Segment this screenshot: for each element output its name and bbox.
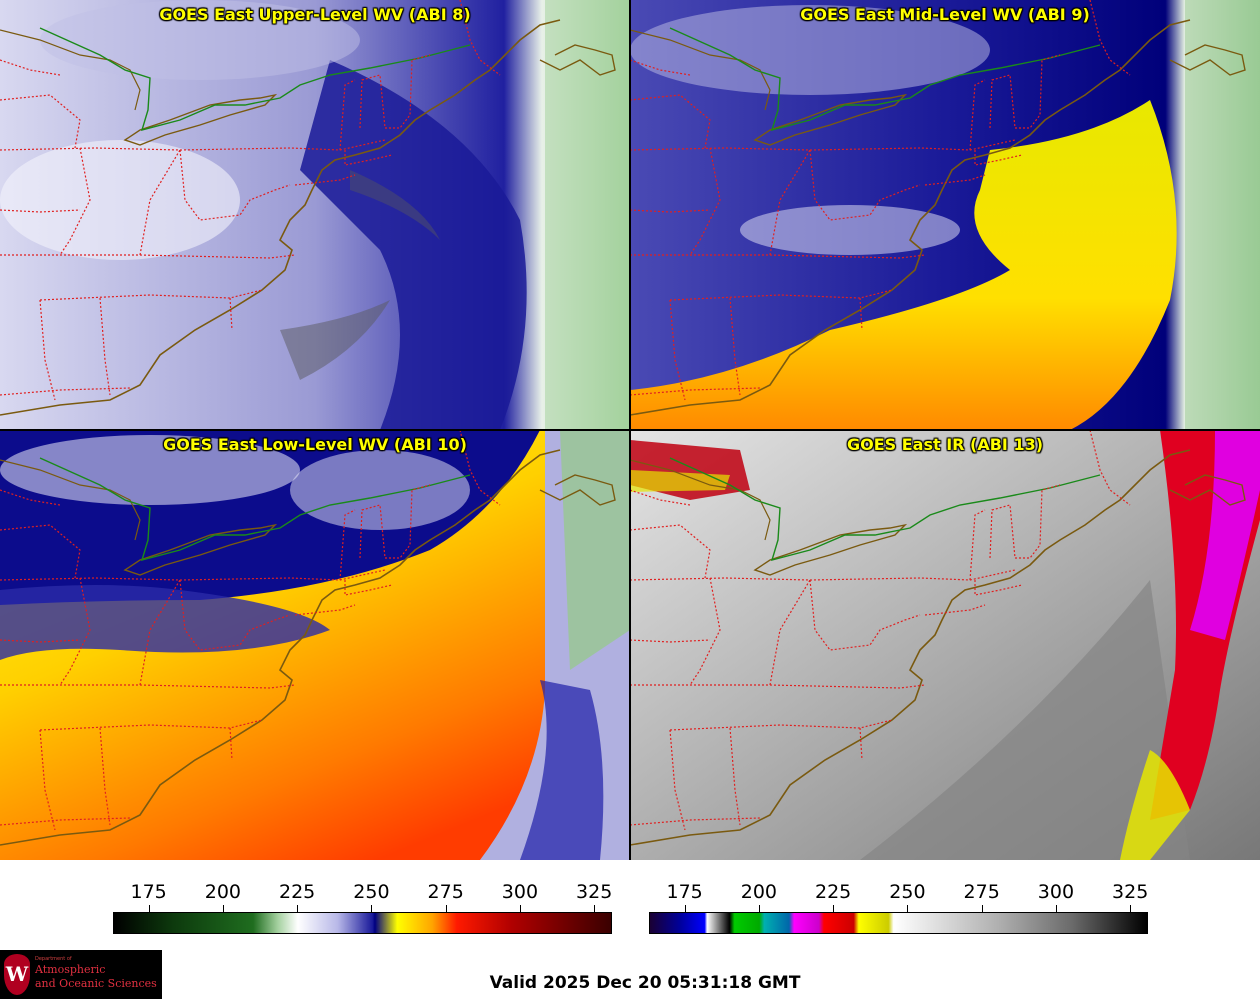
valid-time: Valid 2025 Dec 20 05:31:18 GMT — [489, 973, 801, 993]
panel-abi9: GOES East Mid-Level WV (ABI 9) — [630, 0, 1260, 430]
logo-line-2: and Oceanic Sciences — [35, 977, 157, 990]
logo-line-1: Atmospheric — [35, 963, 106, 976]
ir-tick-mark — [833, 905, 835, 912]
wv-tick-label: 250 — [353, 881, 390, 903]
ir-tick-mark — [1055, 905, 1057, 912]
panel-title: GOES East Upper-Level WV (ABI 8) — [159, 5, 471, 24]
ir-tick-mark — [758, 905, 760, 912]
wv-tick-label: 200 — [204, 881, 242, 903]
wv-tick-mark — [594, 905, 596, 912]
wv-tick-label: 325 — [576, 881, 613, 903]
wv-tick-mark — [371, 905, 373, 912]
ir-tick-label: 175 — [666, 881, 703, 903]
ir-tick-label: 300 — [1037, 881, 1075, 903]
ir-tick-mark — [981, 905, 983, 912]
ir-tick-label: 250 — [889, 881, 926, 903]
wv-tick-mark — [222, 905, 224, 912]
wv-colorbar-ticks: 175 200 225 250 275 300 325 — [113, 870, 613, 912]
wv-tick-label: 175 — [130, 881, 167, 903]
wv-tick-mark — [297, 905, 299, 912]
ir-tick-label: 200 — [740, 881, 778, 903]
wv-tick-label: 225 — [279, 881, 316, 903]
aos-logo: W Department of Atmospheric and Oceanic … — [0, 950, 162, 999]
ir-colorbar-ticks: 175 200 225 250 275 300 325 — [649, 870, 1149, 912]
abi10-imagery — [0, 430, 630, 860]
wv-tick-mark — [445, 905, 447, 912]
abi13-imagery — [630, 430, 1260, 860]
wv-tick-label: 300 — [501, 881, 539, 903]
panel-abi10: GOES East Low-Level WV (ABI 10) — [0, 430, 630, 860]
panel-title: GOES East Low-Level WV (ABI 10) — [163, 435, 467, 454]
ir-tick-mark — [684, 905, 686, 912]
wv-colorbar-gradient — [113, 912, 612, 934]
ir-colorbar: 175 200 225 250 275 300 325 — [649, 870, 1148, 940]
logo-department: Department of — [35, 956, 72, 962]
panel-title: GOES East IR (ABI 13) — [846, 435, 1044, 454]
panel-title: GOES East Mid-Level WV (ABI 9) — [800, 5, 1090, 24]
ir-tick-mark — [1130, 905, 1132, 912]
abi8-imagery — [0, 0, 630, 430]
wv-tick-mark — [519, 905, 521, 912]
panel-abi13: GOES East IR (ABI 13) — [630, 430, 1260, 860]
uw-seal-icon: W — [4, 954, 30, 995]
panel-divider-horizontal — [0, 429, 1260, 431]
ir-tick-label: 275 — [963, 881, 1000, 903]
wv-tick-label: 275 — [427, 881, 464, 903]
ir-tick-label: 325 — [1112, 881, 1149, 903]
wv-tick-mark — [148, 905, 150, 912]
panel-abi8: GOES East Upper-Level WV (ABI 8) — [0, 0, 630, 430]
ir-colorbar-gradient — [649, 912, 1148, 934]
ir-tick-label: 225 — [815, 881, 852, 903]
ir-tick-mark — [907, 905, 909, 912]
abi9-imagery — [630, 0, 1260, 430]
wv-colorbar: 175 200 225 250 275 300 325 — [113, 870, 612, 940]
